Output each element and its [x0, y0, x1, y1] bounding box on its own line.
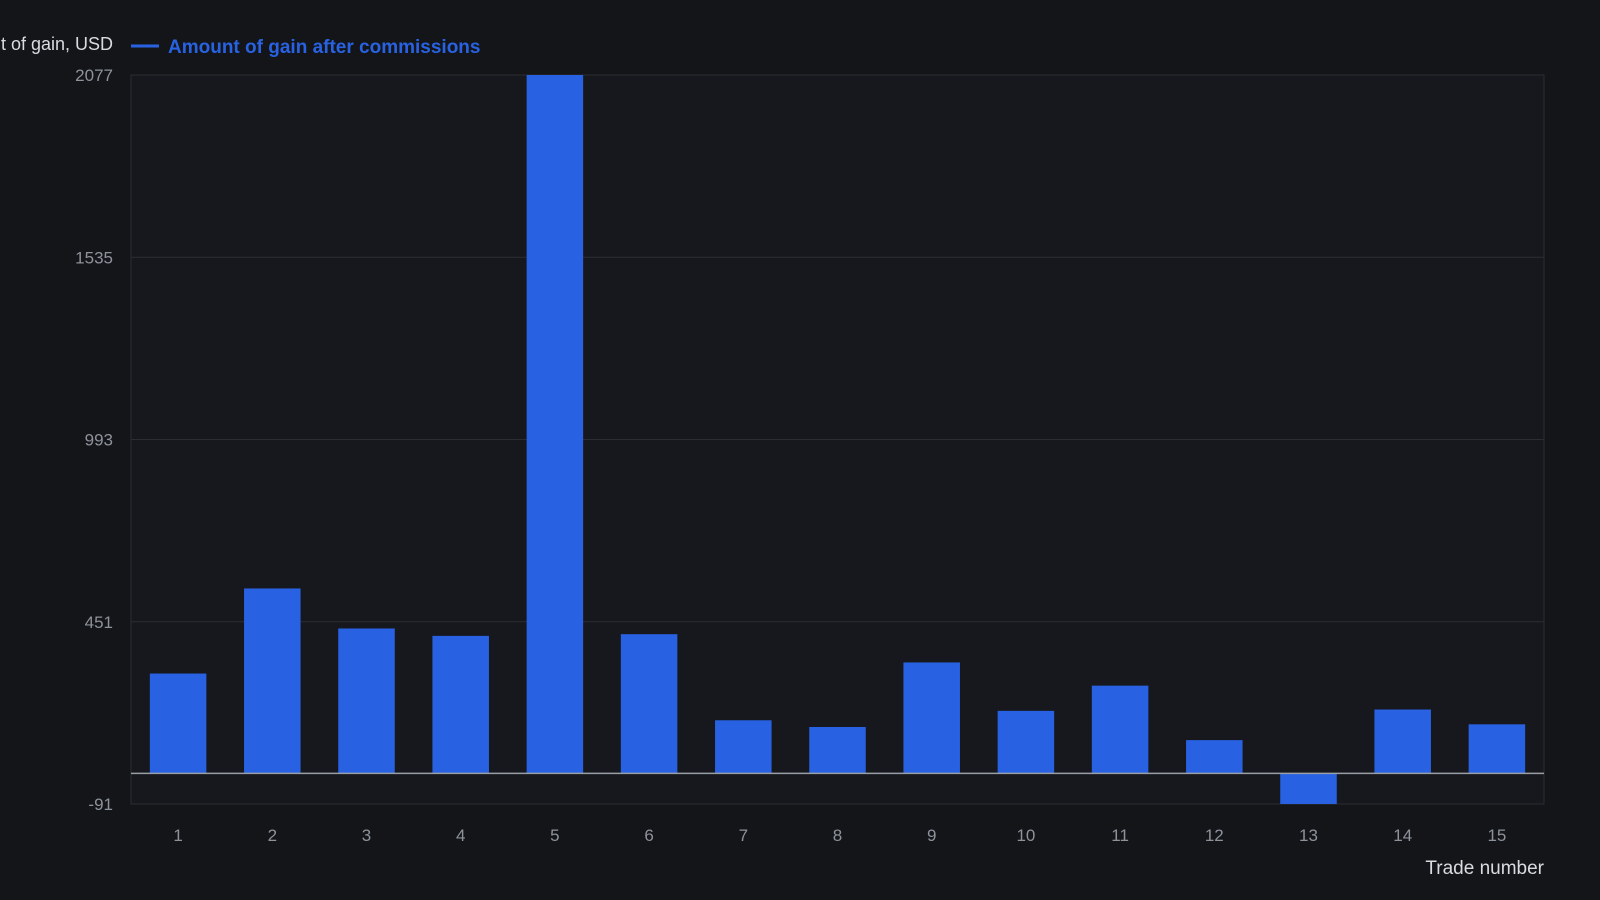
x-tick-label: 6 [644, 826, 653, 845]
x-tick-label: 9 [927, 826, 936, 845]
legend: Amount of gain after commissions [131, 37, 480, 58]
bar-trade-15[interactable] [1468, 724, 1526, 774]
bar-trade-3[interactable] [338, 628, 395, 774]
bars [131, 75, 1544, 804]
x-axis-ticks: 1 2 3 4 5 6 7 8 9 10 11 12 13 14 15 [173, 826, 1506, 845]
x-tick-label: 8 [833, 826, 842, 845]
x-tick-label: 3 [362, 826, 371, 845]
y-tick-label: 2077 [75, 66, 113, 85]
bar-trade-4[interactable] [432, 635, 489, 774]
bar-trade-6[interactable] [620, 634, 678, 774]
x-tick-label: 12 [1205, 826, 1224, 845]
y-tick-label: 1535 [75, 248, 113, 267]
x-tick-label: 13 [1299, 826, 1318, 845]
y-axis-ticks: -91 451 993 1535 2077 [75, 66, 113, 814]
x-tick-label: 11 [1111, 826, 1129, 845]
bar-trade-9[interactable] [903, 662, 960, 774]
y-tick-label: -91 [88, 795, 113, 814]
bar-trade-5[interactable] [526, 75, 584, 774]
bar-trade-8[interactable] [809, 726, 866, 774]
legend-label: Amount of gain after commissions [168, 37, 480, 58]
bar-trade-12[interactable] [1186, 740, 1243, 774]
x-tick-label: 15 [1487, 826, 1506, 845]
x-tick-label: 14 [1393, 826, 1412, 845]
x-axis-label: Trade number [1425, 858, 1544, 879]
bar-trade-7[interactable] [715, 720, 772, 774]
x-tick-label: 2 [268, 826, 277, 845]
bar-trade-1[interactable] [149, 673, 207, 774]
y-tick-label: 993 [85, 431, 113, 450]
x-tick-label: 5 [550, 826, 559, 845]
y-tick-label: 451 [85, 613, 113, 632]
x-tick-label: 4 [456, 826, 465, 845]
x-tick-label: 7 [739, 826, 748, 845]
y-axis-label: Amount of gain, USD [0, 34, 113, 54]
bar-trade-13[interactable] [1280, 773, 1337, 804]
x-tick-label: 10 [1016, 826, 1035, 845]
gridlines [131, 256, 1544, 623]
bar-trade-2[interactable] [244, 588, 301, 774]
bar-trade-10[interactable] [997, 710, 1055, 774]
bar-trade-11[interactable] [1091, 685, 1149, 774]
bar-trade-14[interactable] [1374, 709, 1431, 774]
x-tick-label: 1 [173, 826, 182, 845]
